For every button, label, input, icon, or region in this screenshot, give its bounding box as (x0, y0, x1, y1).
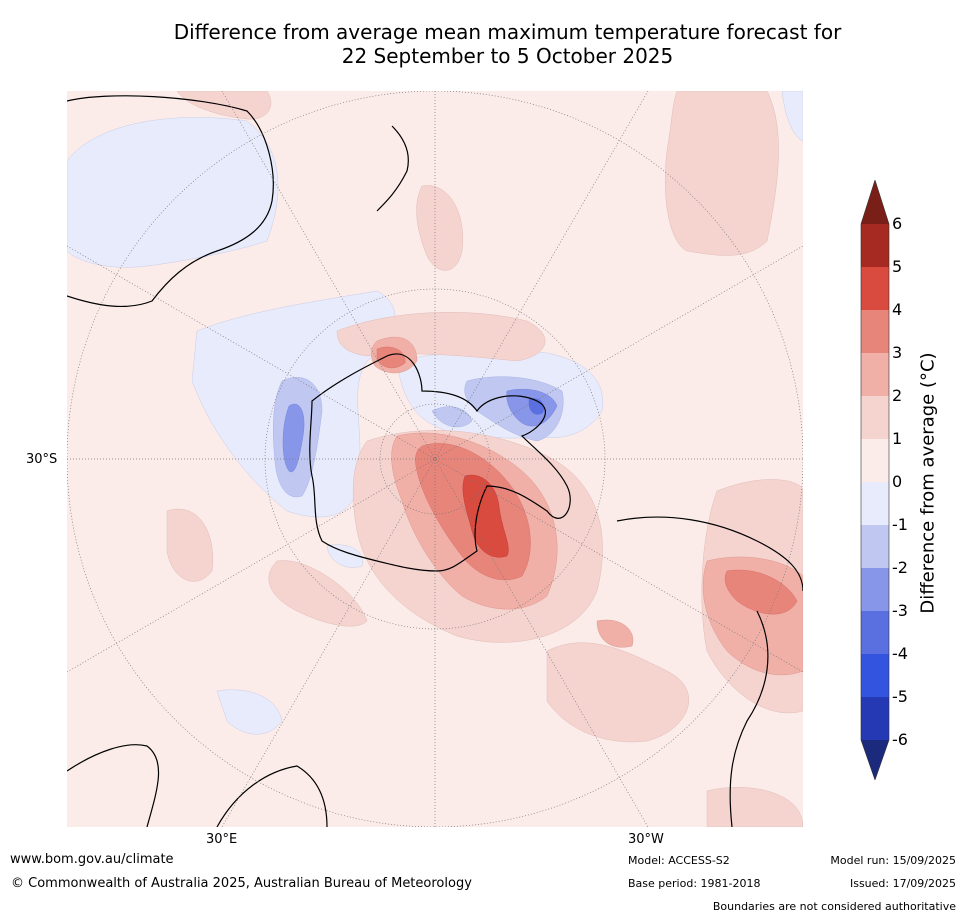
colorbar-tick-label: -4 (892, 644, 908, 663)
antarctica-coastline (309, 353, 571, 572)
footer-boundaries: Boundaries are not considered authoritat… (712, 900, 956, 913)
colorbar-band (861, 482, 889, 525)
colorbar-tick-label: -1 (892, 515, 908, 534)
colorbar-label: Difference from average (°C) (917, 352, 939, 614)
lon-label-30w: 30°W (628, 832, 664, 847)
colorbar-tick-label: -2 (892, 558, 908, 577)
title-line-1: Difference from average mean maximum tem… (173, 20, 842, 44)
colorbar-tick-label: -6 (892, 730, 908, 749)
colorbar-tick-label: 5 (892, 257, 903, 276)
colorbar-tick-label: 6 (892, 214, 903, 233)
footer-website[interactable]: www.bom.gov.au/climate (10, 852, 174, 867)
title-line-2: 22 September to 5 October 2025 (341, 44, 674, 69)
south-america-coastline (616, 516, 803, 827)
footer-copyright: © Commonwealth of Australia 2025, Austra… (11, 876, 472, 891)
colorbar (855, 179, 895, 781)
africa-coastline (67, 744, 328, 827)
colorbar-tick-label: -5 (892, 687, 908, 706)
colorbar-band (861, 697, 889, 740)
colorbar-band (861, 396, 889, 439)
colorbar-outline (860, 179, 890, 781)
colorbar-tick-label: -3 (892, 601, 908, 620)
colorbar-tick-label: 2 (892, 386, 903, 405)
footer-issued: Issued: 17/09/2025 (849, 877, 956, 890)
colorbar-band (861, 611, 889, 654)
lon-label-30e: 30°E (206, 832, 238, 847)
polar-temperature-map (67, 91, 803, 827)
colorbar-band (861, 439, 889, 482)
footer-model: Model: ACCESS-S2 (628, 854, 730, 867)
colorbar-band (861, 310, 889, 353)
map-canvas (67, 91, 803, 827)
colorbar-band (861, 267, 889, 310)
colorbar-over-arrow (861, 180, 889, 224)
colorbar-band (861, 224, 889, 267)
colorbar-tick-label: 0 (892, 472, 903, 491)
graticule (67, 91, 803, 827)
warm-anomaly-very-strong (462, 474, 509, 558)
colorbar-under-arrow (861, 740, 889, 780)
new-zealand-coastline (376, 125, 409, 212)
map-title: Difference from average mean maximum tem… (60, 20, 955, 69)
lat-label-30s: 30°S (26, 452, 58, 467)
colorbar-svg (860, 179, 890, 781)
colorbar-tick-label: 1 (892, 429, 903, 448)
colorbar-tick-label: 4 (892, 300, 903, 319)
footer-model-run: Model run: 15/09/2025 (830, 854, 956, 867)
colorbar-band (861, 525, 889, 568)
australia-coastline (67, 95, 274, 308)
colorbar-tick-label: 3 (892, 343, 903, 362)
colorbar-band (861, 568, 889, 611)
footer-base-period: Base period: 1981-2018 (628, 877, 761, 890)
colorbar-band (861, 353, 889, 396)
colorbar-band (861, 654, 889, 697)
